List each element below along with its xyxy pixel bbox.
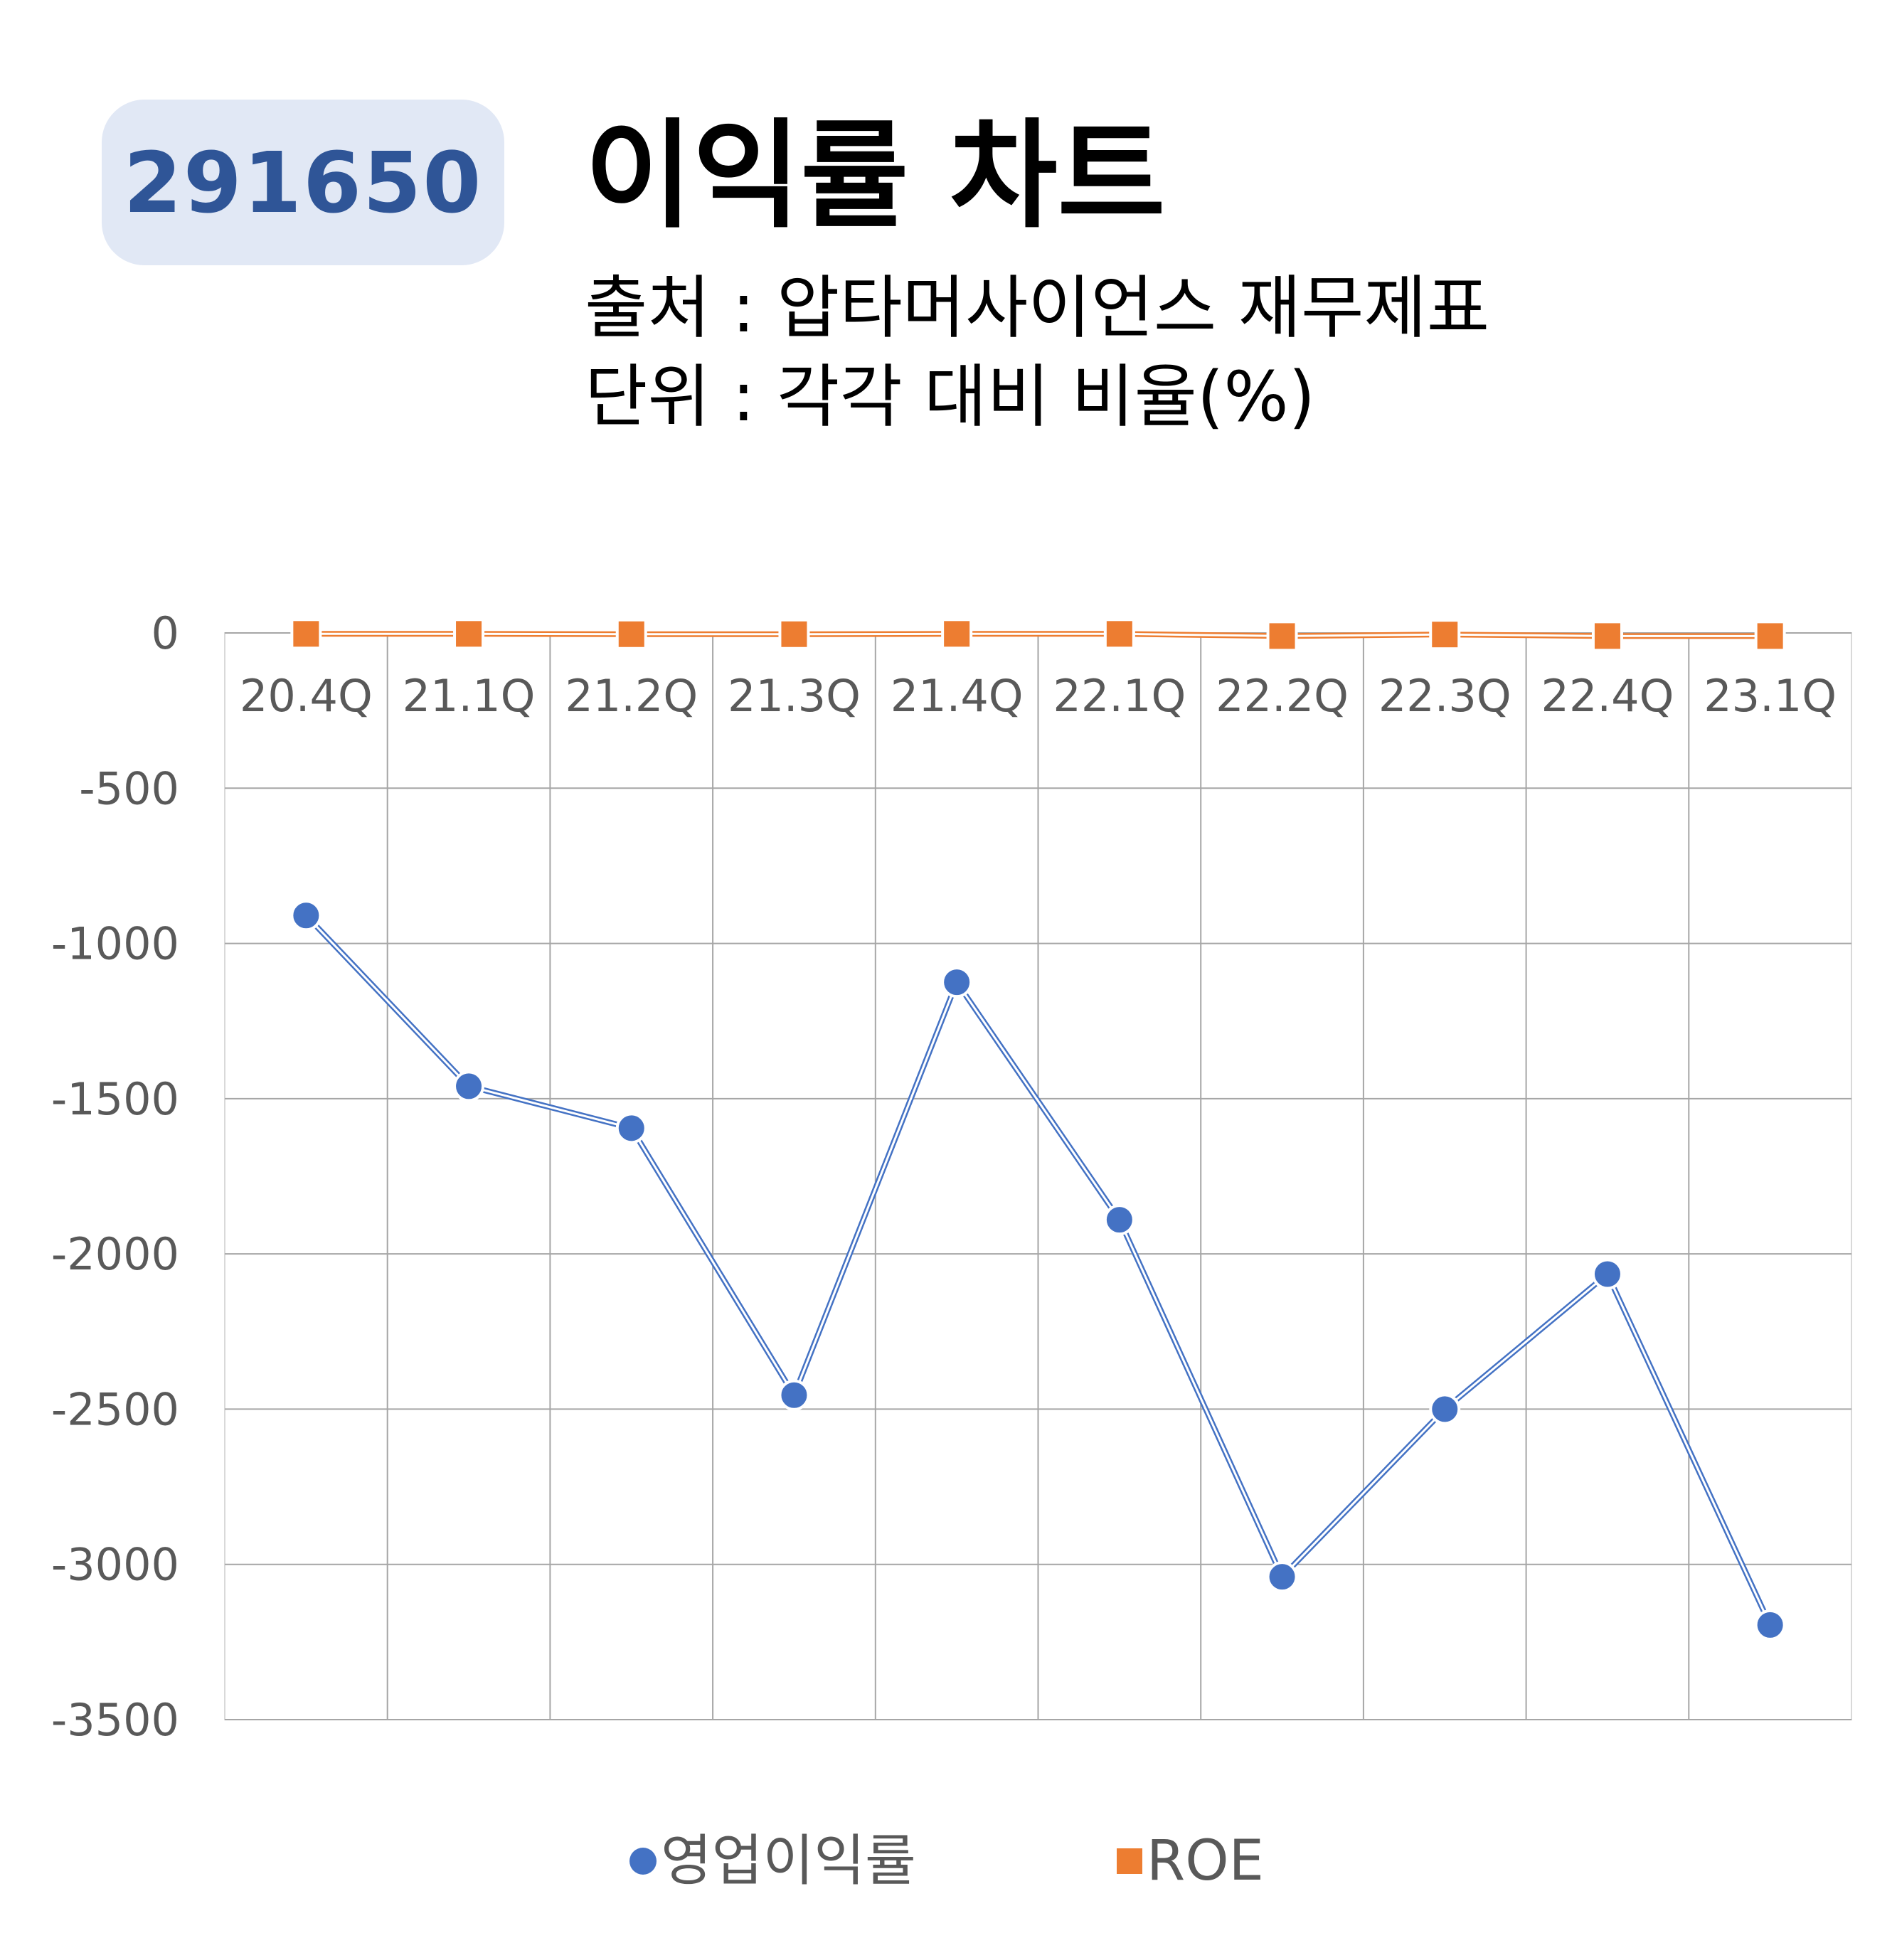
x-tick-label: 23.1Q [1704,670,1837,722]
data-point-operating-margin [615,1112,647,1144]
data-point-operating-margin [941,966,973,998]
y-tick-label: -1000 [51,918,179,970]
data-point-roe [1103,618,1135,650]
x-tick-label: 22.4Q [1541,670,1674,722]
legend-circle-marker [615,1848,669,1875]
data-point-operating-margin [290,900,322,932]
data-point-roe [1591,620,1623,652]
data-point-operating-margin [778,1379,810,1411]
data-point-operating-margin [1266,1561,1298,1593]
x-tick-label: 22.1Q [1053,670,1186,722]
y-tick-label: -3000 [51,1539,179,1591]
data-point-roe [453,618,485,650]
data-point-roe [778,618,810,650]
legend-label-1: 영업이익률 [661,1829,916,1893]
x-tick-label: 21.4Q [891,670,1024,722]
x-tick-label: 20.4Q [240,670,373,722]
data-point-operating-margin [1103,1204,1135,1236]
y-tick-label: -3500 [51,1694,179,1746]
data-point-roe [1429,619,1461,651]
y-tick-label: 0 [152,607,179,659]
source-line: 출처 : 압타머사이언스 재무제표 [585,268,1490,348]
legend-square-marker [1117,1848,1142,1874]
series-line-inner [306,632,1770,637]
data-point-roe [615,618,647,650]
data-point-operating-margin [1591,1258,1623,1290]
data-point-roe [290,618,322,650]
x-tick-label: 22.3Q [1378,670,1511,722]
y-tick-label: -1500 [51,1073,179,1125]
legend-item-operating-margin: 영업이익률 [615,1829,916,1893]
x-tick-label: 22.2Q [1216,670,1349,722]
series-line-inner [305,915,1772,1626]
legend-item-roe: ROE [1117,1833,1264,1889]
y-tick-label: -2500 [51,1383,179,1435]
data-point-operating-margin [1754,1609,1786,1641]
x-tick-label: 21.3Q [728,670,861,722]
data-point-roe [1754,620,1786,652]
data-point-operating-margin [1429,1393,1461,1425]
legend-label-2: ROE [1147,1829,1264,1893]
data-point-roe [941,618,973,650]
unit-line: 단위 : 각각 대비 비율(%) [585,357,1316,437]
data-point-roe [1266,620,1298,652]
x-tick-label: 21.2Q [565,670,698,722]
chart-title: 이익률 차트 [585,107,1166,244]
x-tick-label: 21.1Q [403,670,536,722]
stock-code-badge: 291650 [102,100,504,265]
y-tick-label: -2000 [51,1228,179,1280]
y-tick-label: -500 [79,762,179,814]
data-point-operating-margin [453,1070,485,1102]
